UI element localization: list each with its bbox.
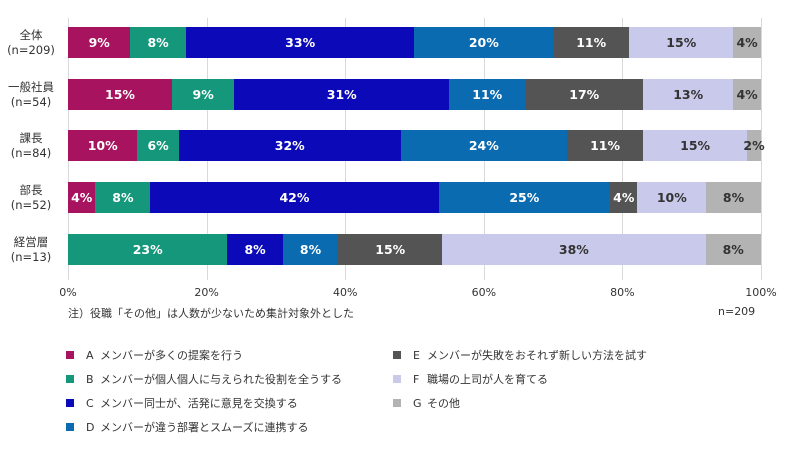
category-n: (n=84) <box>10 146 52 160</box>
legend-label: メンバー同士が、活発に意見を交換する <box>100 397 298 410</box>
bar-segment-f: 38% <box>442 234 706 265</box>
x-tick-label: 80% <box>610 286 635 299</box>
bar-segment-d: 24% <box>400 130 567 161</box>
bar-segment-d: 25% <box>438 182 611 213</box>
legend-item-a: A メンバーが多くの提案を行う <box>66 347 243 363</box>
bar-segment-c: 8% <box>227 234 283 265</box>
x-tick-label: 40% <box>332 286 358 299</box>
legend-item-g: G その他 <box>393 395 460 411</box>
legend-label: メンバーが違う部署とスムーズに連携する <box>100 421 309 434</box>
legend-key: D <box>86 420 95 434</box>
bar-segment-g: 8% <box>705 234 761 265</box>
category-n: (n=13) <box>10 250 52 264</box>
bar-segment-a: 4% <box>68 182 96 213</box>
legend-item-e: E メンバーが失敗をおそれず新しい方法を試す <box>393 347 647 363</box>
legend-label: 職場の上司が人を育てる <box>427 373 548 386</box>
legend-key: G <box>413 396 422 410</box>
legend-swatch-icon <box>393 375 401 383</box>
legend-key: A <box>86 348 94 362</box>
plot-area: 9% 8% 33% 20% 11% 15% 4% 15% 9% 31% 11% 17% 13% 4% 10%… <box>68 18 765 280</box>
bar-segment-b: 23% <box>68 234 228 265</box>
bar-segment-g: 4% <box>733 27 761 58</box>
bar-segment-c: 33% <box>185 27 415 58</box>
category-label: 部長 (n=52) <box>0 183 62 213</box>
category-name: 経営層 <box>13 235 49 249</box>
legend-item-c: C メンバー同士が、活発に意見を交換する <box>66 395 298 411</box>
category-n: (n=209) <box>7 43 55 57</box>
category-name: 全体 <box>19 28 43 42</box>
x-tick-label: 20% <box>194 286 219 299</box>
x-tick-label: 60% <box>471 286 497 299</box>
bar-row: 23% 8% 8% 15% 38% 8% <box>68 234 761 265</box>
total-n-label: n=209 <box>718 305 756 318</box>
legend-swatch-icon <box>393 351 401 359</box>
legend-item-f: F 職場の上司が人を育てる <box>393 371 548 387</box>
bar-segment-c: 42% <box>150 182 439 213</box>
bar-segment-c: 32% <box>178 130 401 161</box>
bar-segment-d: 20% <box>414 27 554 58</box>
legend-item-b: B メンバーが個人個人に与えられた役割を全うする <box>66 371 342 387</box>
bar-row: 9% 8% 33% 20% 11% 15% 4% <box>68 27 761 58</box>
bar-segment-f: 15% <box>629 27 734 58</box>
legend-label: メンバーが個人個人に与えられた役割を全うする <box>100 373 342 386</box>
category-label: 一般社員 (n=54) <box>0 80 62 110</box>
category-n: (n=52) <box>10 198 52 212</box>
legend-key: F <box>413 372 420 386</box>
bar-segment-b: 8% <box>130 27 186 58</box>
bar-segment-b: 6% <box>137 130 179 161</box>
legend-key: B <box>86 372 94 386</box>
legend-swatch-icon <box>66 375 74 383</box>
bar-segment-a: 15% <box>68 79 172 110</box>
bar-segment-b: 9% <box>171 79 235 110</box>
bar-segment-f: 13% <box>643 79 734 110</box>
bar-segment-c: 31% <box>234 79 450 110</box>
bar-row: 4% 8% 42% 25% 4% 10% 8% <box>68 182 761 213</box>
bar-segment-e: 17% <box>525 79 644 110</box>
legend-label: メンバーが失敗をおそれず新しい方法を試す <box>427 349 647 362</box>
bar-segment-e: 15% <box>338 234 443 265</box>
category-name: 部長 <box>19 183 43 197</box>
bar-segment-d: 8% <box>282 234 339 265</box>
x-tick-label: 100% <box>745 286 777 299</box>
bar-segment-g: 4% <box>733 79 761 110</box>
legend-swatch-icon <box>393 399 401 407</box>
legend-swatch-icon <box>66 351 74 359</box>
legend-label: その他 <box>427 397 460 410</box>
category-name: 課長 <box>19 131 43 145</box>
legend-key: E <box>413 348 420 362</box>
bar-segment-a: 10% <box>68 130 138 161</box>
legend-key: C <box>86 396 94 410</box>
bar-row: 15% 9% 31% 11% 17% 13% 4% <box>68 79 761 110</box>
category-label: 経営層 (n=13) <box>0 235 62 265</box>
legend-item-d: D メンバーが違う部署とスムーズに連携する <box>66 419 308 435</box>
footnote: 注）役職「その他」は人数が少ないため集計対象外とした <box>68 307 354 320</box>
category-label: 全体 (n=209) <box>0 28 62 58</box>
legend-swatch-icon <box>66 399 74 407</box>
bar-segment-d: 11% <box>449 79 526 110</box>
bar-segment-b: 8% <box>95 182 151 213</box>
bar-segment-e: 4% <box>610 182 638 213</box>
legend-swatch-icon <box>66 423 74 431</box>
category-n: (n=54) <box>10 95 52 109</box>
bar-segment-e: 11% <box>566 130 644 161</box>
bar-segment-f: 10% <box>637 182 707 213</box>
gridline <box>761 18 762 280</box>
bar-segment-e: 11% <box>553 27 630 58</box>
bar-row: 10% 6% 32% 24% 11% 15% 2% <box>68 130 765 161</box>
x-tick-label: 0% <box>59 286 77 299</box>
bar-segment-g: 8% <box>706 182 761 213</box>
category-name: 一般社員 <box>8 80 54 94</box>
bar-segment-g: 2% <box>743 130 765 161</box>
bar-segment-f: 15% <box>643 130 748 161</box>
category-label: 課長 (n=84) <box>0 131 62 161</box>
bar-segment-a: 9% <box>68 27 131 58</box>
legend-label: メンバーが多くの提案を行う <box>100 349 243 362</box>
